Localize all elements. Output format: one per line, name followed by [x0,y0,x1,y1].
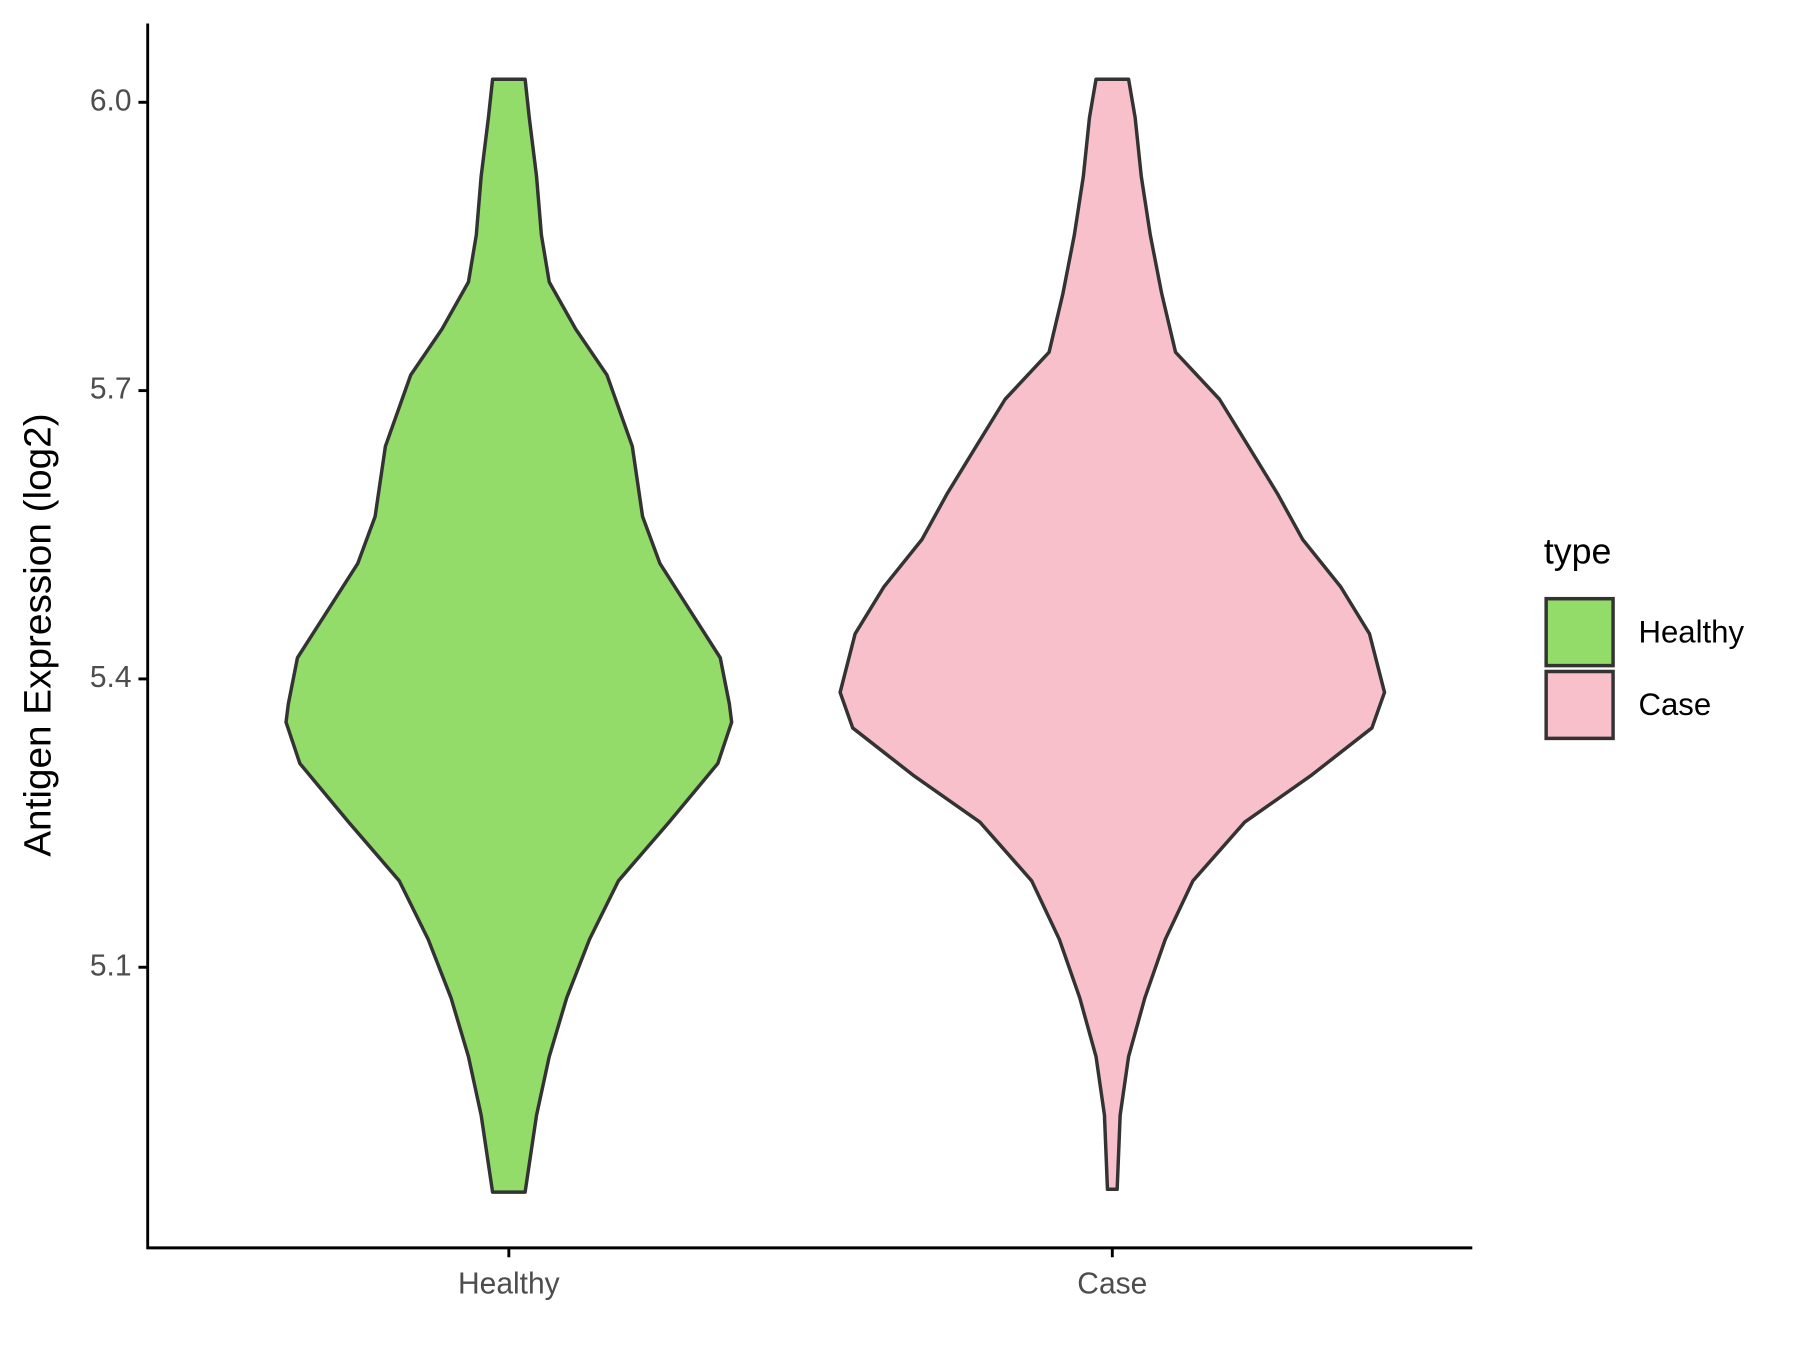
legend-label: Healthy [1638,614,1744,649]
y-tick-label: 5.1 [90,949,132,982]
x-tick-label: Case [1077,1267,1147,1300]
x-tick-label: Healthy [458,1267,561,1300]
legend-title: type [1544,530,1612,571]
legend-key [1544,596,1615,668]
y-tick-label: 5.4 [90,661,132,694]
legend-label: Case [1638,687,1711,722]
y-tick-label: 6.0 [90,84,132,117]
y-tick-label: 5.7 [90,372,132,405]
violin [838,77,1387,1192]
violin [284,77,734,1194]
y-axis-label: Antigen Expression (log2) [17,413,60,856]
legend-key [1544,669,1615,741]
